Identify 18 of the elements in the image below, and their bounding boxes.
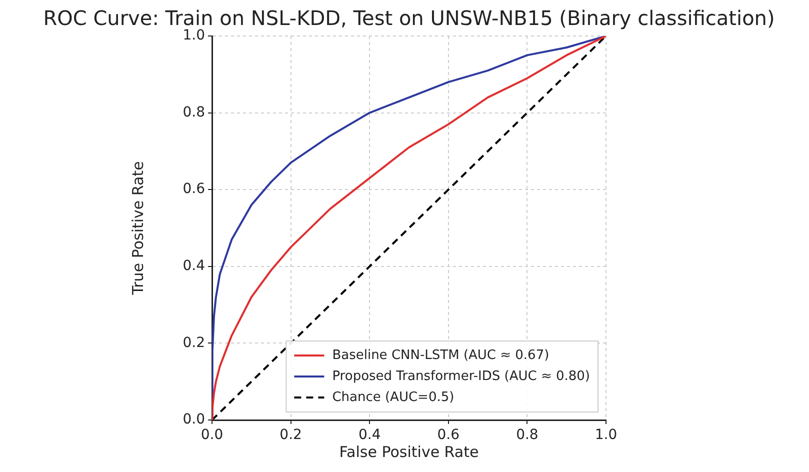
x-tick-label: 0.8 [516,427,538,444]
x-tick-label: 0.0 [200,427,224,444]
chart-title: ROC Curve: Train on NSL-KDD, Test on UNSW-NB15 (Binary classification) [43,6,775,30]
y-tick-label: 1.0 [182,28,205,44]
x-tick-label: 0.4 [358,427,381,444]
legend-label: Baseline CNN-LSTM (AUC ≈ 0.67) [332,348,550,363]
legend-label: Proposed Transformer-IDS (AUC ≈ 0.80) [332,368,590,384]
y-tick-label: 0.0 [182,412,205,428]
y-tick-label: 0.6 [182,181,206,198]
legend-label: Chance (AUC=0.5) [332,390,454,405]
x-tick-label: 1.0 [594,427,618,444]
x-axis-title: False Positive Rate [339,442,479,461]
x-tick-label: 0.6 [437,427,460,444]
y-axis-title: True Positive Rate [128,161,147,296]
y-tick-label: 0.8 [182,104,205,120]
y-tick-label: 0.4 [182,258,206,274]
x-tick-label: 0.2 [280,427,302,444]
y-tick-label: 0.2 [182,334,205,351]
